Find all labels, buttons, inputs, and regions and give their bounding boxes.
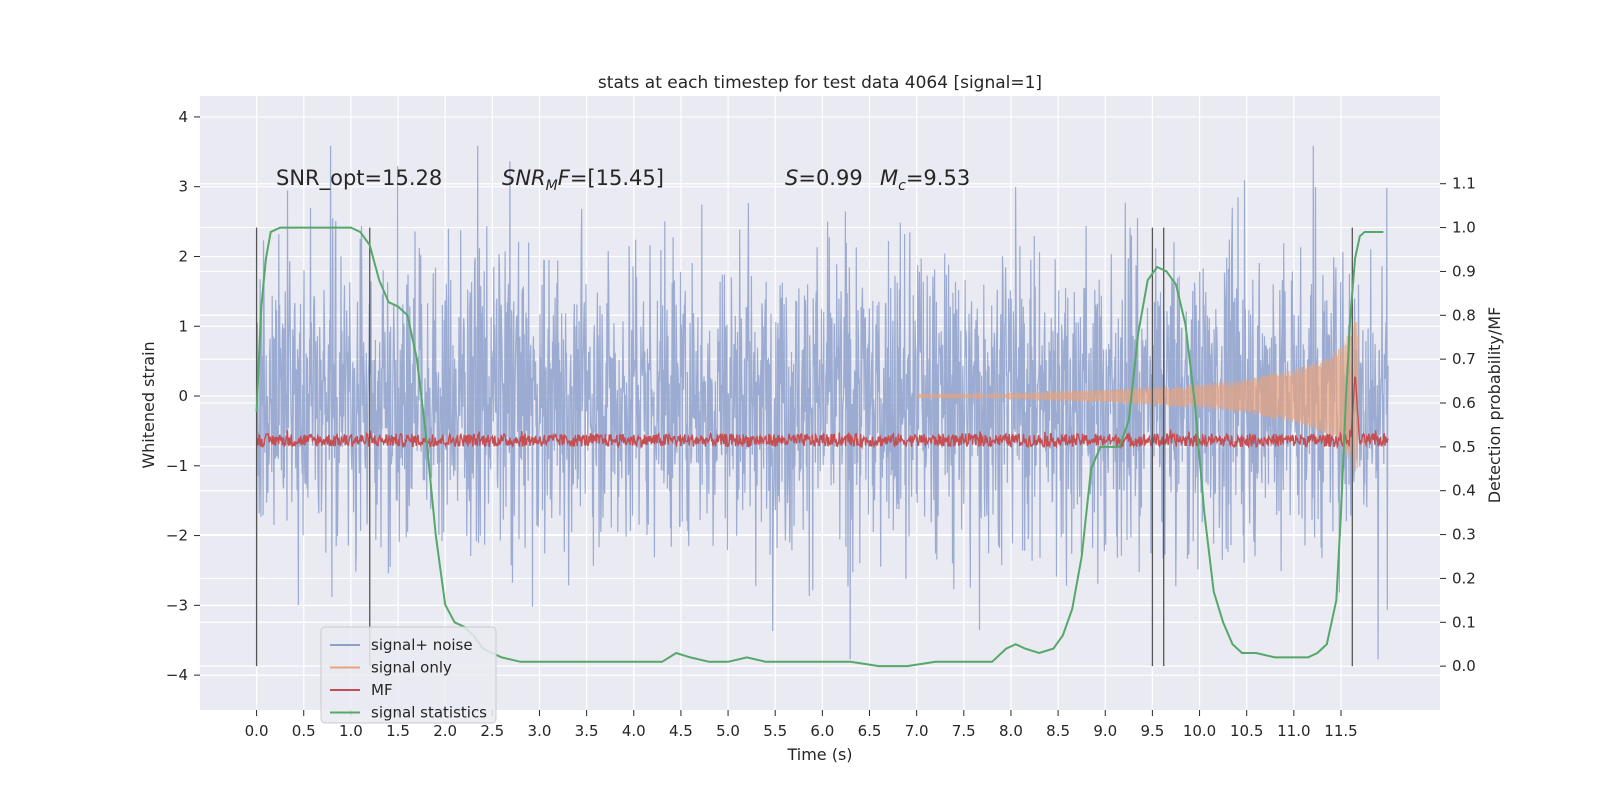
- legend-label: MF: [371, 681, 393, 699]
- x-tick-label: 8.5: [1046, 722, 1070, 740]
- y-tick-label: 3: [178, 178, 188, 196]
- annotation-snr-mf: SNRMF=[15.45]: [502, 166, 664, 194]
- mc-subscript: c: [898, 178, 906, 194]
- x-tick-label: 9.5: [1140, 722, 1164, 740]
- x-tick-label: 0.5: [292, 722, 316, 740]
- y2-tick-label: 0.6: [1452, 394, 1476, 412]
- x-tick-label: 11.5: [1324, 722, 1357, 740]
- legend-label: signal only: [371, 659, 452, 677]
- y2-tick-label: 1.0: [1452, 219, 1476, 237]
- y-axis-label: Whitened strain: [139, 341, 158, 468]
- y-tick-label: 2: [178, 247, 188, 265]
- y2-tick-label: 0.3: [1452, 526, 1476, 544]
- y-tick-label: 1: [178, 317, 188, 335]
- x-tick-label: 2.0: [433, 722, 457, 740]
- annotations: SNR_opt=15.28 SNRMF=[15.45] S=0.99 Mc=9.…: [276, 166, 970, 194]
- x-tick-label: 7.5: [952, 722, 976, 740]
- y2-tick-label: 0.5: [1452, 438, 1476, 456]
- snr-mf-subscript: M: [546, 178, 558, 194]
- series-mf: [255, 376, 1389, 450]
- s-value: =0.99: [798, 166, 862, 190]
- snr-mf-value: =[15.45]: [570, 166, 664, 190]
- series-signal-statistics: [255, 226, 1384, 668]
- x-tick-label: 9.0: [1093, 722, 1117, 740]
- y-tick-label: 0: [178, 387, 188, 405]
- y-tick-label: 4: [178, 108, 188, 126]
- x-tick-label: 6.5: [858, 722, 882, 740]
- y2-tick-label: 1.1: [1452, 175, 1476, 193]
- snr-mf-symbol: SNR: [502, 166, 546, 190]
- x-tick-label: 7.0: [905, 722, 929, 740]
- legend: signal+ noise signal only MF signal statist…: [320, 626, 497, 724]
- y2-tick-label: 0.1: [1452, 613, 1476, 631]
- y-tick-label: −2: [166, 527, 188, 545]
- plot-area: [255, 145, 1389, 668]
- x-tick-label: 3.5: [575, 722, 599, 740]
- legend-label: signal+ noise: [371, 636, 473, 654]
- x-axis-label: Time (s): [786, 745, 852, 764]
- y2-axis-label: Detection probability/MF: [1485, 307, 1504, 504]
- y2-tick-label: 0.2: [1452, 569, 1476, 587]
- series-signal-noise: [256, 145, 1389, 660]
- x-tick-label: 1.0: [339, 722, 363, 740]
- y2-tick-label: 0.0: [1452, 657, 1476, 675]
- y2-tick-label: 0.9: [1452, 262, 1476, 280]
- x-tick-label: 8.0: [999, 722, 1023, 740]
- y2-tick-label: 0.4: [1452, 482, 1476, 500]
- y2-tick-label: 0.8: [1452, 306, 1476, 324]
- x-tick-label: 10.0: [1183, 722, 1216, 740]
- axes: 0.0 0.5 1.0 1.5 2.0 2.5 3.0 3.5 4.0 4.5 5.0 5.5 6.0 6…: [166, 108, 1476, 740]
- x-tick-label: 11.0: [1277, 722, 1310, 740]
- annotation-s: S=0.99: [785, 166, 863, 190]
- y-tick-label: −3: [166, 596, 188, 614]
- x-tick-label: 2.5: [480, 722, 504, 740]
- y-tick-label: −1: [166, 457, 188, 475]
- x-tick-label: 6.0: [810, 722, 834, 740]
- series-signal-only: [916, 321, 1359, 472]
- legend-label: signal statistics: [371, 704, 487, 722]
- annotation-snr-opt: SNR_opt=15.28: [276, 166, 442, 191]
- mc-value: =9.53: [906, 166, 970, 190]
- chart-title: stats at each timestep for test data 406…: [598, 73, 1042, 93]
- x-tick-label: 3.0: [528, 722, 552, 740]
- x-tick-label: 1.5: [386, 722, 410, 740]
- x-tick-label: 0.0: [245, 722, 269, 740]
- y-tick-label: −4: [166, 666, 188, 684]
- annotation-mc: Mc=9.53: [880, 166, 970, 194]
- x-tick-label: 10.5: [1230, 722, 1263, 740]
- y2-tick-label: 0.7: [1452, 350, 1476, 368]
- mc-symbol: M: [880, 166, 898, 190]
- snr-mf-f: F: [558, 166, 571, 190]
- x-tick-label: 4.0: [622, 722, 646, 740]
- s-symbol: S: [785, 166, 798, 190]
- x-tick-label: 4.5: [669, 722, 693, 740]
- legend-frame: [320, 626, 497, 724]
- x-tick-label: 5.0: [716, 722, 740, 740]
- x-tick-label: 5.5: [763, 722, 787, 740]
